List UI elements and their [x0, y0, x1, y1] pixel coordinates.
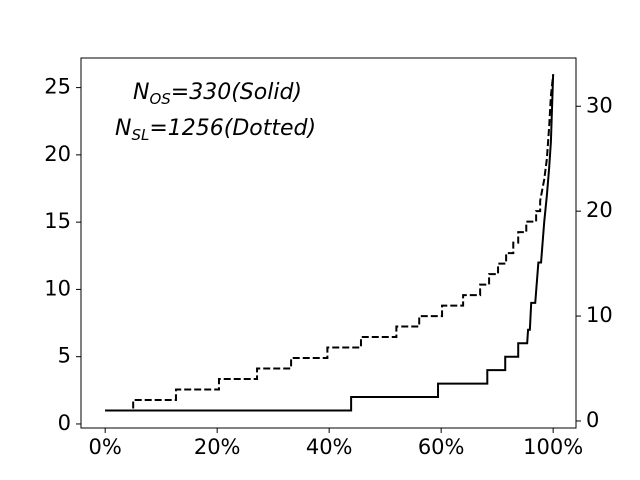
series-line: [105, 74, 555, 412]
x-tick-label: 20%: [194, 435, 241, 459]
annotation: NOS=330(Solid): [133, 80, 302, 108]
x-tick-label: 60%: [418, 435, 465, 459]
y-tick-label: 25: [44, 75, 71, 99]
y2-tick-label: 30: [586, 93, 613, 117]
series-line: [105, 74, 555, 412]
y-tick-label: 20: [44, 142, 71, 166]
annotation-sub: SL: [131, 126, 149, 144]
annotation-main: N: [115, 116, 131, 141]
x-tick-label: 0%: [89, 435, 122, 459]
y-tick-label: 5: [58, 344, 71, 368]
plot-frame: [80, 57, 577, 429]
y-tick-label: 10: [44, 276, 71, 300]
y2-tick-label: 10: [586, 303, 613, 327]
y-tick-label: 0: [58, 411, 71, 435]
y-tick-label: 15: [44, 209, 71, 233]
x-tick-label: 40%: [306, 435, 353, 459]
annotation-rest: =1256(Dotted): [149, 116, 316, 141]
annotation: NSL=1256(Dotted): [115, 116, 316, 144]
annotation-sub: OS: [149, 90, 171, 108]
annotation-rest: =330(Solid): [171, 80, 302, 105]
y2-tick-label: 0: [586, 408, 599, 432]
x-tick-label: 100%: [523, 435, 583, 459]
annotation-main: N: [133, 80, 149, 105]
y2-tick-label: 20: [586, 198, 613, 222]
